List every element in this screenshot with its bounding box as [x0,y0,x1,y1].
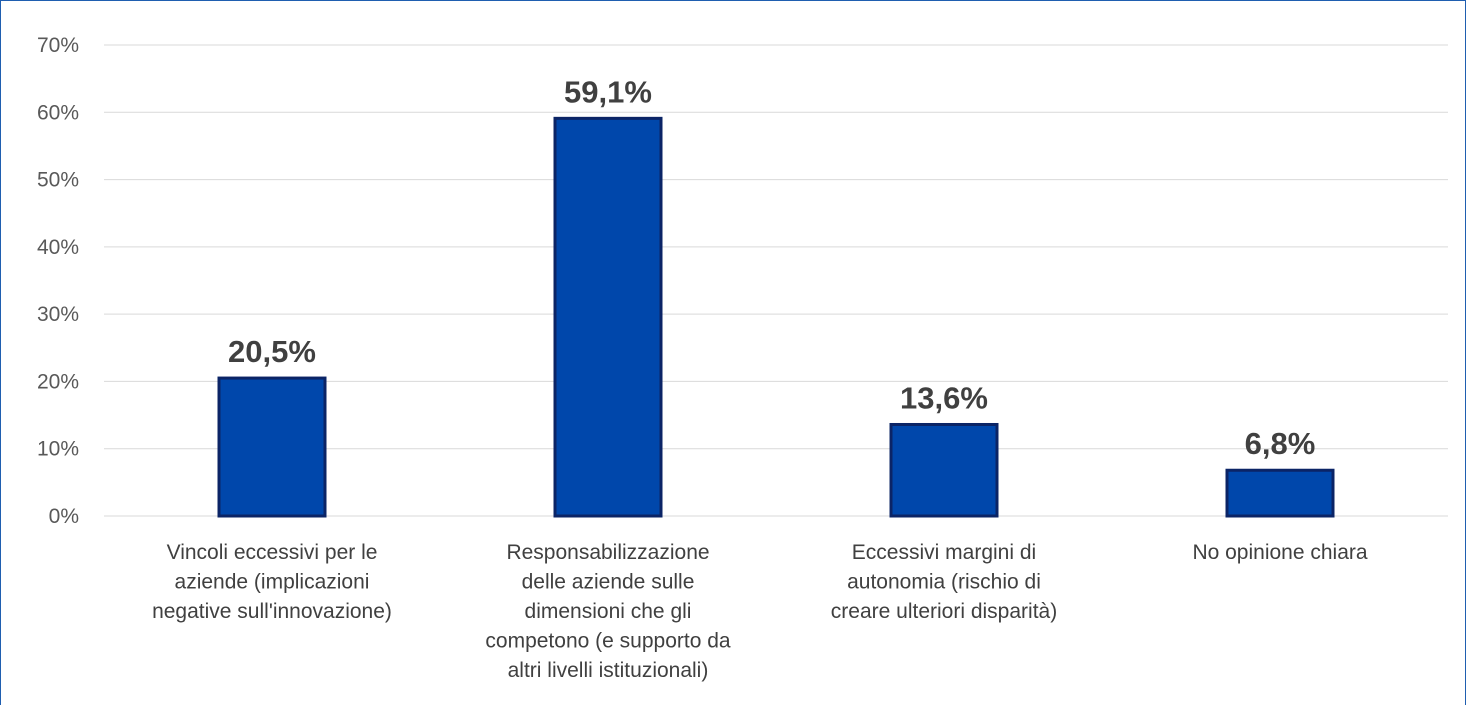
data-label-1: 20,5% [228,334,316,369]
data-label-2: 59,1% [564,74,652,109]
y-tick-label-10: 10% [37,438,79,461]
category-label-4: No opinione chiara [1192,541,1367,564]
y-tick-label-60: 60% [37,101,79,124]
bar-2 [553,116,663,518]
data-label-4: 6,8% [1245,426,1316,461]
bar-3 [889,422,999,518]
y-tick-label-0: 0% [49,505,79,528]
category-label-1: Vincoli eccessivi per le aziende (implica… [152,541,392,623]
bar-4 [1225,468,1335,518]
bar-1 [217,376,327,518]
category-label-2: Responsabilizzazione delle aziende sulle d… [485,541,730,682]
y-tick-label-30: 30% [37,303,79,326]
category-label-3: Eccessivi margini di autonomia (rischio d… [831,541,1057,623]
y-tick-label-50: 50% [37,169,79,192]
y-tick-label-70: 70% [37,34,79,57]
y-tick-label-40: 40% [37,236,79,259]
data-label-3: 13,6% [900,380,988,415]
y-tick-label-20: 20% [37,370,79,393]
